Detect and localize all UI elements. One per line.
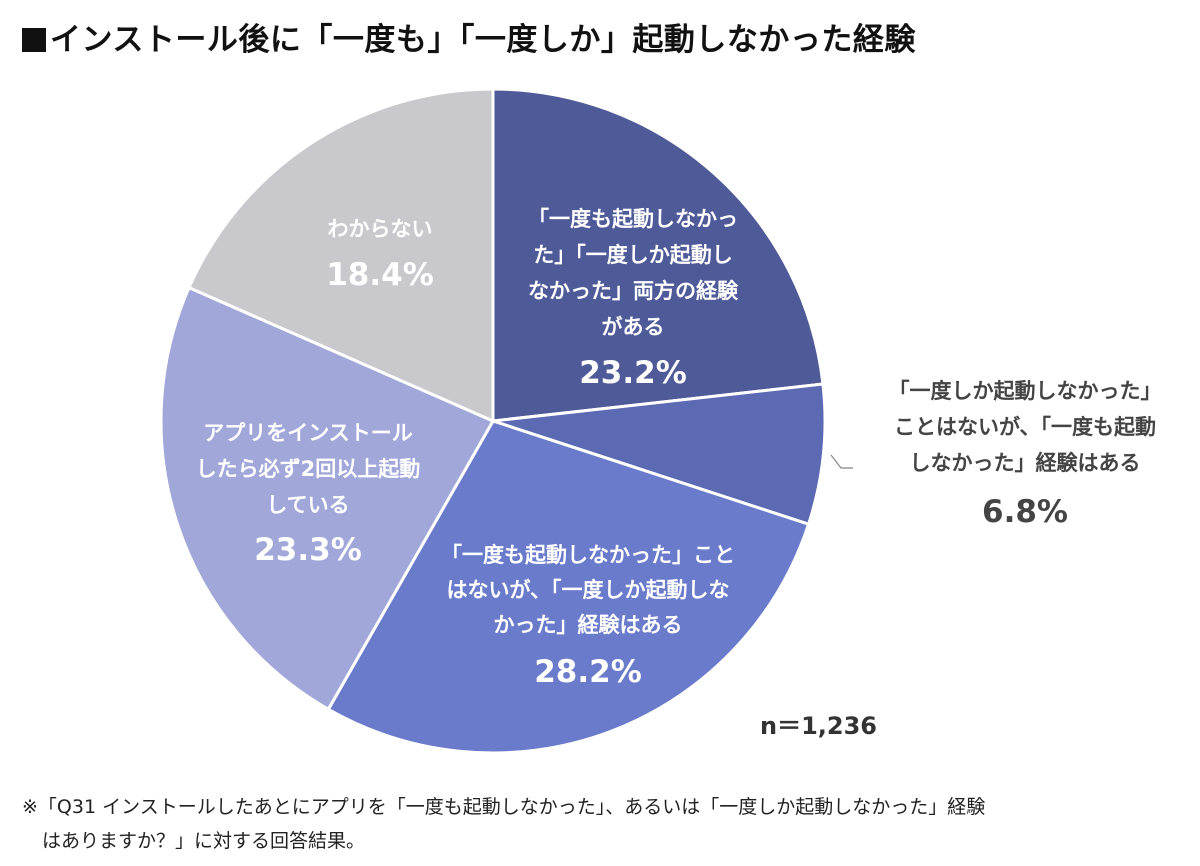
pie-slice-5 <box>187 87 495 424</box>
slice-label-line: なかった」両方の経験 <box>528 279 739 303</box>
slice-label-line: わからない <box>328 217 433 241</box>
slice-label-line: た」「一度しか起動し <box>533 243 733 267</box>
pie-slice-2 <box>492 382 827 527</box>
slice-value-label: 28.2% <box>534 654 642 690</box>
slice-label-line: 「一度も起動しなかっ <box>528 207 738 231</box>
slice-label-line: しなかった」経験はある <box>910 451 1141 475</box>
pie-slice-1 <box>491 87 825 423</box>
pie-slice-3 <box>326 419 811 755</box>
slice-label-line: ことはないが、「一度も起動 <box>894 415 1156 439</box>
sample-size: n＝1,236 <box>760 712 877 740</box>
slice-label-line: アプリをインストール <box>203 421 413 445</box>
footnote-line-1: ※「Q31 インストールしたあとにアプリを「一度も起動しなかった」、あるいは「一… <box>22 796 986 818</box>
pie-slice-4 <box>159 285 496 712</box>
slice-value-label: 6.8% <box>982 494 1068 530</box>
chart-title: インストール後に「一度も」「一度しか」起動しなかった経験 <box>22 14 916 59</box>
slice-label-5: わからない 18.4% <box>326 217 434 293</box>
leader-line <box>830 454 853 469</box>
slice-label-line: したら必ず2回以上起動 <box>196 457 421 481</box>
footnote-line-2: はありますか？」に対する回答結果。 <box>42 830 366 852</box>
slice-label-line: 「一度も起動しなかった」こと <box>441 543 735 567</box>
slice-label-line: している <box>266 493 349 517</box>
square-bullet-icon <box>22 28 46 52</box>
slice-value-label: 23.2% <box>579 355 687 391</box>
slice-value-label: 18.4% <box>326 257 434 293</box>
slice-label-line: 「一度しか起動しなかった」 <box>889 379 1162 403</box>
slice-value-label: 23.3% <box>254 532 362 568</box>
slice-label-line: かった」経験はある <box>494 613 683 637</box>
slice-label-line: がある <box>602 315 665 339</box>
chart-title-text: インストール後に「一度も」「一度しか」起動しなかった経験 <box>50 22 916 58</box>
slice-label-3: 「一度も起動しなかった」ことはないが、「一度しか起動しなかった」経験はある 28.… <box>441 543 735 690</box>
slice-label-2: 「一度しか起動しなかった」ことはないが、「一度も起動しなかった」経験はある 6.8… <box>889 379 1162 530</box>
footnote: ※「Q31 インストールしたあとにアプリを「一度も起動しなかった」、あるいは「一… <box>22 790 1182 858</box>
slice-label-line: はないが、「一度しか起動しな <box>446 578 729 602</box>
